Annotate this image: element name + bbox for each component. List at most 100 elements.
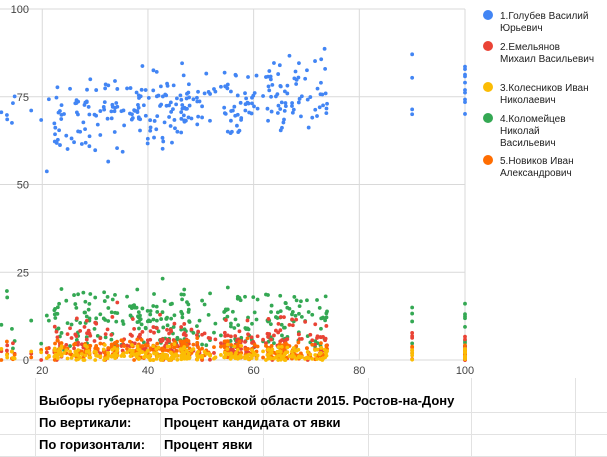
data-point xyxy=(261,94,265,98)
data-point xyxy=(246,101,251,106)
sheet-row-title[interactable]: Выборы губернатора Ростовской области 20… xyxy=(0,390,607,413)
data-point xyxy=(165,327,169,332)
data-point xyxy=(179,110,184,115)
data-point xyxy=(55,305,60,310)
data-point xyxy=(265,331,270,336)
data-point xyxy=(233,72,238,77)
data-point xyxy=(219,353,223,357)
data-point xyxy=(278,309,283,314)
data-point xyxy=(225,352,230,357)
data-point xyxy=(5,295,10,300)
data-point xyxy=(76,292,80,297)
data-point xyxy=(287,322,292,327)
data-point xyxy=(229,351,233,356)
data-point xyxy=(249,335,254,340)
data-point xyxy=(268,356,273,361)
data-point xyxy=(152,330,156,335)
data-point xyxy=(160,135,165,140)
data-point xyxy=(213,321,218,326)
data-point xyxy=(232,104,237,109)
data-point xyxy=(139,322,144,327)
data-point xyxy=(285,337,290,342)
data-point xyxy=(154,318,159,323)
data-point xyxy=(187,320,192,324)
data-point xyxy=(81,120,86,125)
data-point xyxy=(308,352,313,357)
data-point xyxy=(69,322,74,327)
sheet-row-vertical[interactable]: По вертикали: Процент кандидата от явки xyxy=(0,412,607,435)
data-point xyxy=(266,335,270,339)
data-point xyxy=(143,113,148,118)
data-point xyxy=(82,358,87,362)
cell-horizontal-value[interactable]: Процент явки xyxy=(164,437,253,452)
cell-title[interactable]: Выборы губернатора Ростовской области 20… xyxy=(39,393,455,408)
data-point xyxy=(105,294,110,299)
data-point xyxy=(109,342,114,347)
data-point xyxy=(269,350,274,355)
data-point xyxy=(237,329,242,334)
data-point xyxy=(167,115,171,119)
data-point xyxy=(219,341,223,346)
data-point xyxy=(197,318,202,323)
data-point xyxy=(186,302,191,307)
data-point xyxy=(322,347,327,352)
y-tick-label: 25 xyxy=(17,267,29,279)
data-point xyxy=(113,356,118,360)
cell-vertical-label[interactable]: По вертикали: xyxy=(39,415,132,430)
data-point xyxy=(128,86,133,90)
data-point xyxy=(148,358,153,362)
data-point xyxy=(183,118,188,123)
legend-label: Юрьевич xyxy=(500,23,543,34)
data-point xyxy=(110,347,115,352)
legend-marker xyxy=(483,41,493,51)
data-point xyxy=(195,341,200,345)
data-point xyxy=(243,294,247,299)
sheet-row-horizontal[interactable]: По горизонтали: Процент явки xyxy=(0,434,607,457)
data-point xyxy=(266,293,270,297)
data-point xyxy=(251,295,256,300)
data-point xyxy=(202,302,207,307)
data-point xyxy=(11,101,15,106)
data-point xyxy=(135,287,140,292)
data-point xyxy=(315,298,319,302)
data-point xyxy=(325,309,329,314)
data-point xyxy=(315,86,320,91)
data-point xyxy=(52,121,57,126)
data-point xyxy=(317,352,322,356)
data-point xyxy=(113,341,117,345)
data-point xyxy=(148,309,153,313)
data-point xyxy=(151,344,156,349)
data-point xyxy=(29,355,34,360)
data-point xyxy=(245,336,250,341)
data-point xyxy=(269,344,274,348)
data-point xyxy=(233,334,238,338)
data-point xyxy=(278,107,283,111)
data-point xyxy=(175,354,179,358)
data-point xyxy=(410,341,415,346)
data-point xyxy=(319,57,324,62)
data-point xyxy=(285,345,290,350)
data-point xyxy=(212,87,216,91)
grid-line xyxy=(471,378,472,456)
data-point xyxy=(264,358,268,362)
data-point xyxy=(160,276,165,281)
data-point xyxy=(143,88,148,92)
data-point xyxy=(78,355,83,360)
data-point xyxy=(235,93,240,98)
data-point xyxy=(113,292,117,297)
data-point xyxy=(55,356,60,361)
data-point xyxy=(296,347,301,352)
data-point xyxy=(145,308,150,313)
data-point xyxy=(237,339,242,344)
data-point xyxy=(278,350,283,354)
cell-vertical-value[interactable]: Процент кандидата от явки xyxy=(164,415,341,430)
data-point xyxy=(269,337,273,342)
data-point xyxy=(87,355,92,360)
data-point xyxy=(305,346,309,351)
cell-horizontal-label[interactable]: По горизонтали: xyxy=(39,437,146,452)
data-point xyxy=(165,348,170,353)
data-point xyxy=(29,349,34,354)
data-point xyxy=(69,136,74,141)
y-tick-label: 50 xyxy=(17,180,29,192)
data-point xyxy=(292,295,297,299)
